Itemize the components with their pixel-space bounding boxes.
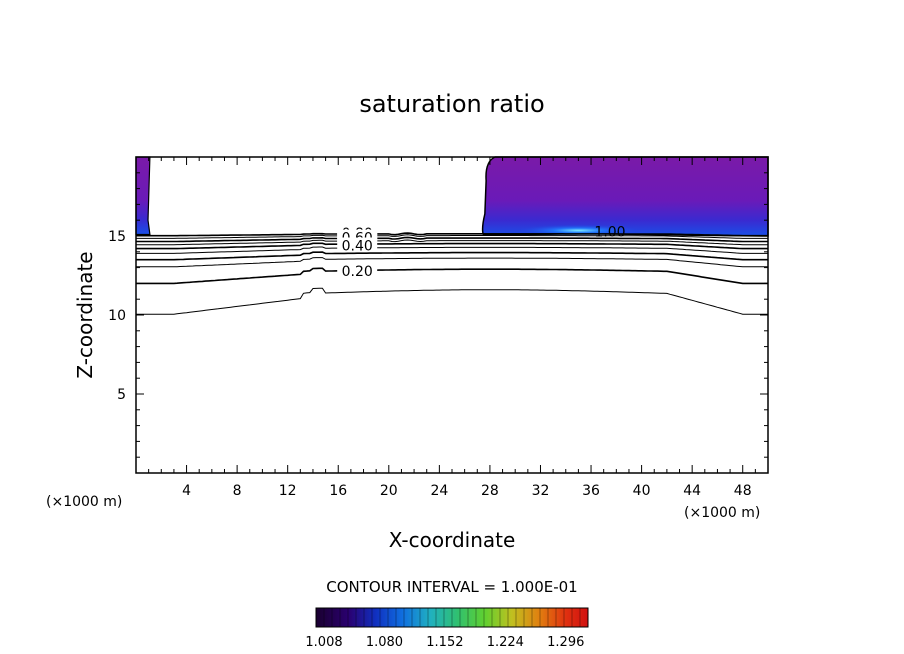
x-tick-label: 4 — [182, 483, 191, 499]
contour-line — [136, 239, 768, 246]
colorbar-tick-label: 1.224 — [487, 635, 524, 650]
x-tick-label: 8 — [233, 483, 242, 499]
contour-label-bg — [337, 262, 378, 276]
contour-line — [136, 287, 768, 315]
contour-line — [136, 234, 768, 239]
x-tick-label: 44 — [683, 483, 701, 499]
colorbar-tick-label: 1.080 — [366, 635, 403, 650]
x-tick-label: 40 — [633, 483, 651, 499]
x-unit-right-label: (×1000 m) — [684, 505, 760, 521]
x-tick-label: 32 — [532, 483, 550, 499]
chart-title: saturation ratio — [359, 90, 544, 118]
left-edge-supersaturation-region — [135, 156, 151, 236]
shaded-regions — [135, 156, 769, 237]
contour-lines — [136, 232, 768, 315]
contour-line — [136, 246, 768, 254]
x-axis-title: X-coordinate — [389, 528, 516, 552]
x-tick-label: 36 — [582, 483, 600, 499]
x-tick-label: 48 — [734, 483, 752, 499]
contour-line — [136, 267, 768, 285]
contour-labels: 0.800.600.400.201.00 — [337, 224, 626, 280]
y-tick-label: 15 — [108, 229, 126, 245]
colorbar: 1.008 1.080 1.152 1.224 1.296 — [305, 607, 589, 650]
x-tick-label: 24 — [430, 483, 448, 499]
y-tick-label: 5 — [117, 387, 126, 403]
y-tick-label: 10 — [108, 308, 126, 324]
x-tick-label: 12 — [279, 483, 297, 499]
contour-label: 0.40 — [342, 238, 373, 254]
x-tick-label: 28 — [481, 483, 499, 499]
x-tick-label: 20 — [380, 483, 398, 499]
contour-line — [136, 242, 768, 250]
y-axis-title: Z-coordinate — [73, 251, 97, 378]
colorbar-tick-label: 1.008 — [305, 635, 342, 650]
contour-interval-label: CONTOUR INTERVAL = 1.000E-01 — [326, 578, 577, 596]
contour-label: 1.00 — [594, 224, 625, 240]
contour-line — [136, 257, 768, 268]
y-axis-ticks: 5 10 15 — [108, 172, 768, 458]
colorbar-tick-labels: 1.008 1.080 1.152 1.224 1.296 — [305, 635, 584, 650]
x-axis-ticks: 4 8 12 16 20 24 28 32 36 40 44 48 — [148, 157, 756, 499]
x-unit-left-label: (×1000 m) — [46, 494, 122, 510]
colorbar-segments — [323, 608, 581, 627]
contour-line — [136, 232, 768, 237]
x-tick-label: 16 — [329, 483, 347, 499]
colorbar-tick-label: 1.152 — [426, 635, 463, 650]
contour-line — [136, 251, 768, 261]
contour-label-bg — [337, 237, 378, 251]
colorbar-tick-label: 1.296 — [547, 635, 584, 650]
contour-line — [136, 236, 768, 243]
contour-label: 0.20 — [342, 264, 373, 280]
